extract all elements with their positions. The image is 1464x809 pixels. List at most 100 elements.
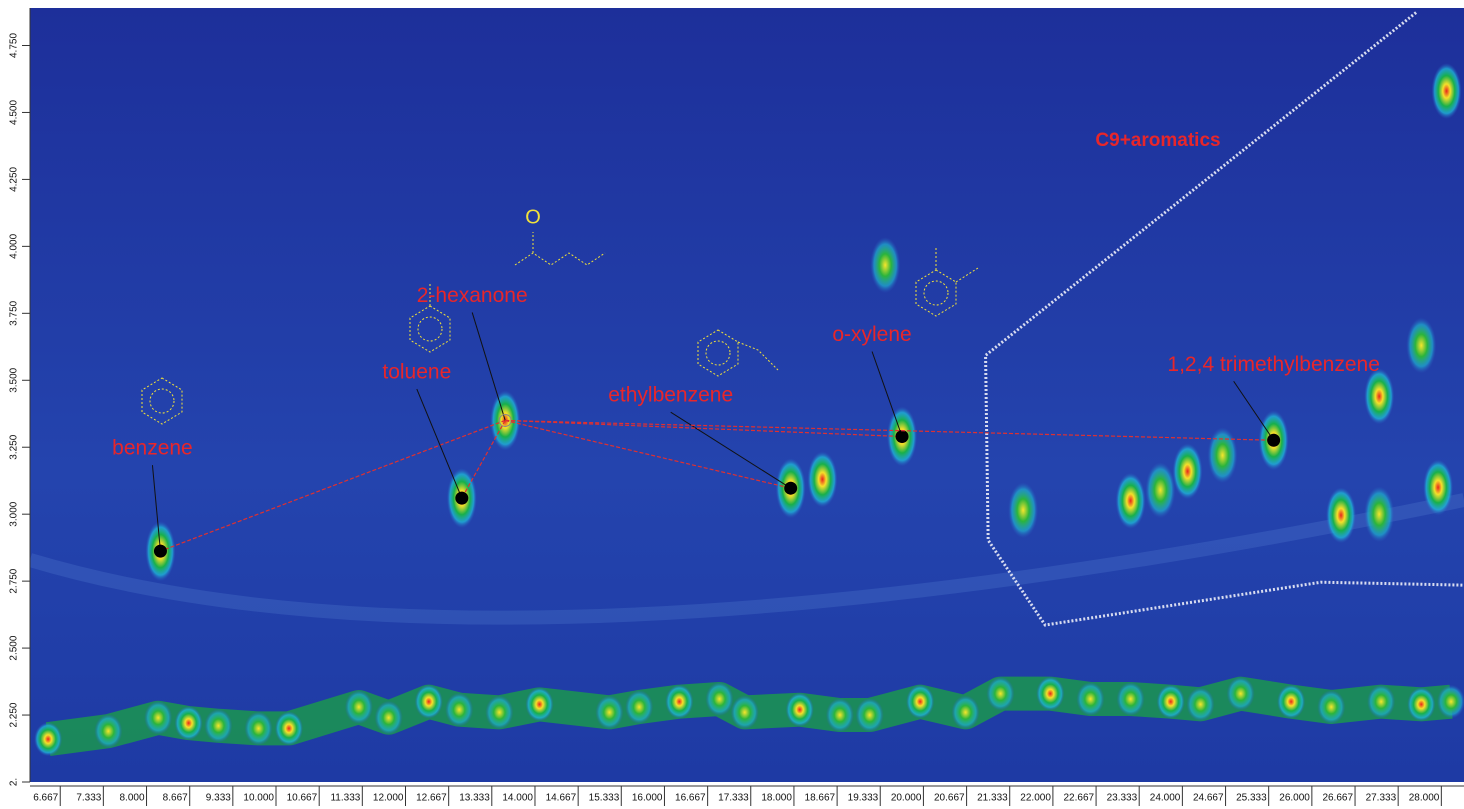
baseline-peak	[1076, 682, 1104, 716]
peak	[1008, 482, 1038, 538]
compound-marker	[1268, 434, 1280, 446]
structure-atom: O	[525, 206, 541, 228]
compound-label: o-xylene	[832, 323, 911, 346]
compound-marker	[785, 482, 797, 494]
baseline-peak	[731, 695, 759, 729]
x-tick-label: 25.333	[1236, 793, 1267, 804]
x-tick-label: 12.000	[373, 793, 404, 804]
compound-marker	[154, 545, 166, 557]
compound-marker	[896, 431, 908, 443]
x-tick-label: 22.667	[1063, 793, 1094, 804]
baseline-peak	[375, 701, 403, 735]
baseline-peak	[1367, 685, 1395, 719]
y-tick-label: 2.	[9, 778, 20, 786]
x-tick-label: 18.667	[805, 793, 836, 804]
x-tick-label: 17.333	[718, 793, 749, 804]
x-tick-label: 8.000	[120, 793, 145, 804]
baseline-peak	[445, 693, 473, 727]
x-tick-label: 18.000	[761, 793, 792, 804]
y-tick-label: 2.500	[9, 635, 20, 660]
baseline-peak	[951, 695, 979, 729]
x-tick-label: 11.333	[330, 793, 360, 804]
y-tick-label: 4.250	[9, 166, 20, 191]
page: {"chart_data": { "type": "contour", "xli…	[0, 0, 1464, 809]
x-tick-label: 10.000	[243, 793, 274, 804]
y-tick-label: 3.500	[9, 367, 20, 392]
x-tick-label: 6.667	[33, 793, 58, 804]
baseline-peak	[1437, 685, 1464, 719]
baseline-peak	[34, 722, 62, 756]
compound-label: benzene	[112, 437, 193, 460]
x-tick-label: 15.333	[589, 793, 620, 804]
baseline-peak	[204, 709, 232, 743]
baseline-peak	[625, 690, 653, 724]
peak	[1406, 317, 1436, 373]
baseline-peak	[906, 685, 934, 719]
y-tick-label: 4.000	[9, 233, 20, 258]
x-tick-label: 12.667	[416, 793, 447, 804]
baseline-peak	[856, 698, 884, 732]
baseline-peak	[275, 711, 303, 745]
x-tick-label: 19.333	[848, 793, 879, 804]
peak	[1326, 487, 1356, 543]
compound-label: 2-hexanone	[417, 284, 528, 307]
y-tick-label: 3.250	[9, 434, 20, 459]
x-tick-label: 22.000	[1020, 793, 1051, 804]
x-tick-label: 23.333	[1107, 793, 1138, 804]
peak	[1364, 486, 1394, 542]
peak	[1173, 443, 1203, 499]
y-tick-label: 3.750	[9, 300, 20, 325]
baseline-peak	[1227, 677, 1255, 711]
chart: C9+aromatics benzene toluene 2-hexanone Oeth…	[0, 0, 1464, 809]
baseline-peak	[986, 677, 1014, 711]
baseline-peak	[94, 714, 122, 748]
region-label: C9+aromatics	[1095, 130, 1220, 151]
baseline-peak	[345, 690, 373, 724]
peak	[1423, 459, 1453, 515]
x-tick-label: 7.333	[76, 793, 101, 804]
x-tick-label: 8.667	[163, 793, 188, 804]
x-tick-label: 14.000	[502, 793, 533, 804]
x-tick-label: 24.667	[1193, 793, 1224, 804]
y-tick-label: 4.500	[9, 100, 20, 125]
x-tick-label: 10.667	[287, 793, 318, 804]
x-tick-label: 14.667	[546, 793, 577, 804]
baseline-peak	[175, 706, 203, 740]
baseline-peak	[1317, 690, 1345, 724]
y-tick-label: 4.750	[9, 33, 20, 58]
compound-label: toluene	[382, 361, 451, 384]
baseline-peak	[705, 682, 733, 716]
plot-background	[30, 8, 1464, 782]
baseline-peak	[1157, 685, 1185, 719]
baseline-peak	[485, 695, 513, 729]
peak	[1432, 63, 1462, 119]
baseline-peak	[144, 701, 172, 735]
x-tick-label: 21.333	[977, 793, 1008, 804]
x-tick-label: 24.000	[1150, 793, 1181, 804]
x-tick-label: 26.667	[1322, 793, 1353, 804]
x-tick-label: 20.667	[934, 793, 965, 804]
baseline-peak	[1277, 685, 1305, 719]
x-tick-label: 16.000	[632, 793, 663, 804]
compound-marker	[456, 492, 468, 504]
x-tick-label: 20.000	[891, 793, 922, 804]
x-tick-label: 9.333	[206, 793, 231, 804]
baseline-peak	[786, 693, 814, 727]
y-tick-label: 2.750	[9, 568, 20, 593]
peak	[1208, 427, 1238, 483]
baseline-peak	[826, 698, 854, 732]
baseline-peak	[415, 685, 443, 719]
x-tick-label: 27.333	[1366, 793, 1397, 804]
compound-label: 1,2,4 trimethylbenzene	[1167, 353, 1379, 376]
baseline-peak	[1187, 687, 1215, 721]
y-tick-label: 3.000	[9, 501, 20, 526]
x-tick-label: 28.000	[1409, 793, 1440, 804]
baseline-peak	[1117, 682, 1145, 716]
peak	[870, 237, 900, 293]
baseline-peak	[245, 711, 273, 745]
compound-label: ethylbenzene	[608, 384, 733, 407]
peak	[807, 451, 837, 507]
peak	[1145, 462, 1175, 518]
baseline-peak	[1407, 687, 1435, 721]
x-tick-label: 26.000	[1279, 793, 1310, 804]
